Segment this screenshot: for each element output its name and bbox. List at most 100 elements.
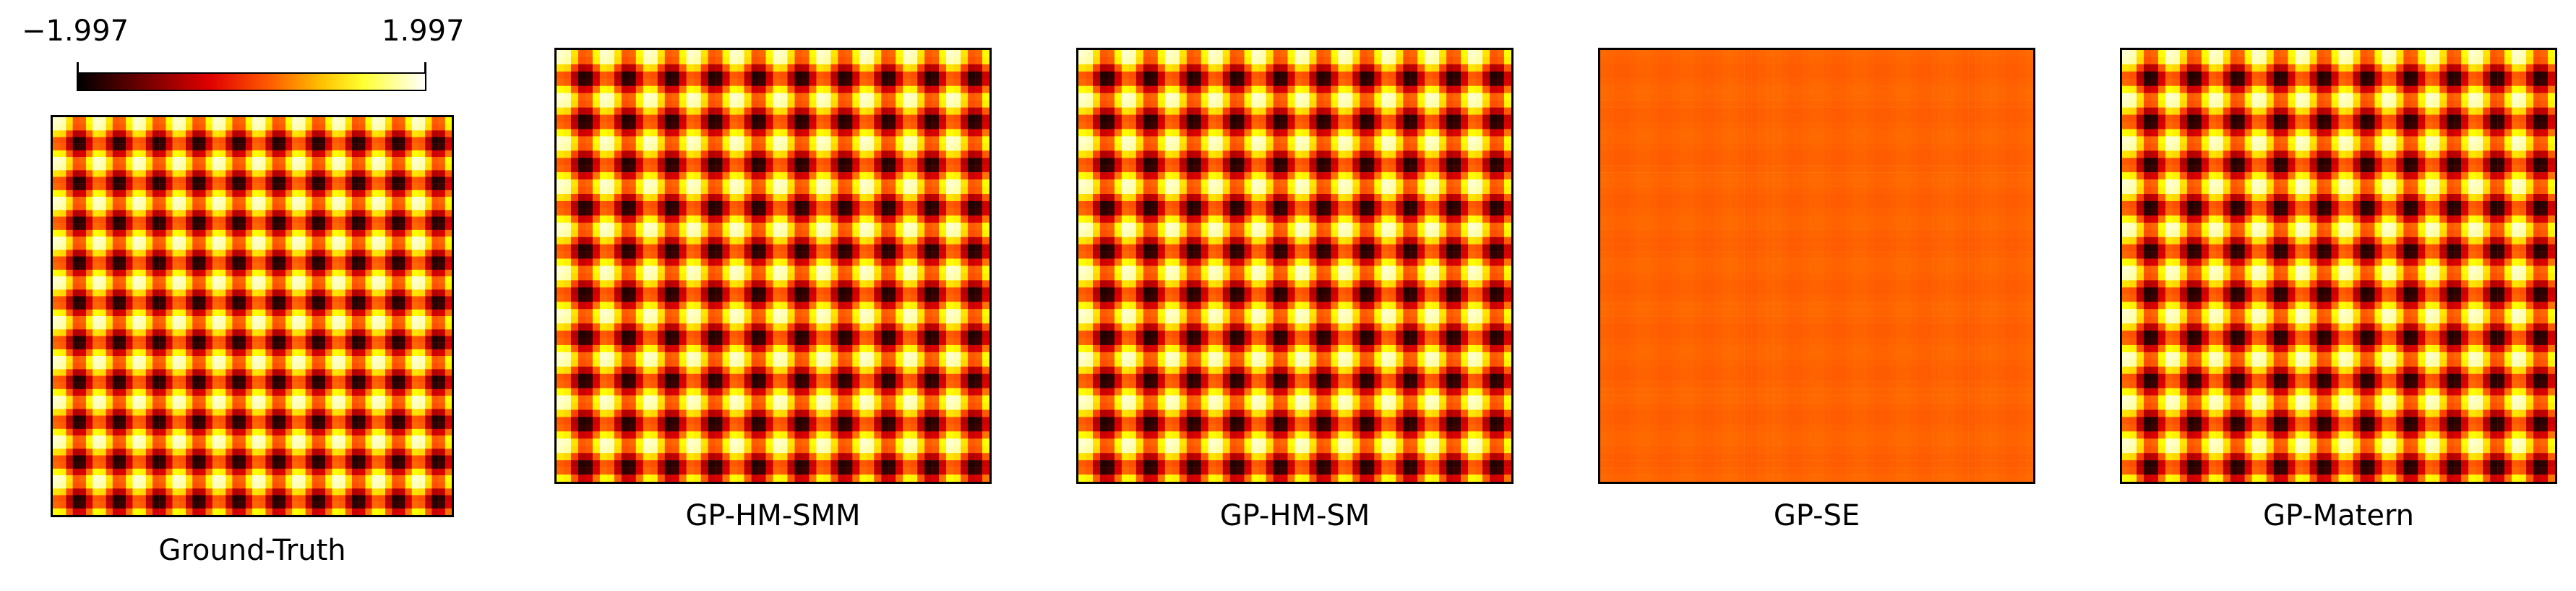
heatmap-cell xyxy=(278,388,286,396)
heatmap-cell xyxy=(278,455,286,462)
heatmap-cell xyxy=(99,203,106,211)
heatmap-cell xyxy=(119,388,126,396)
heatmap-cell xyxy=(312,402,319,409)
heatmap-cell xyxy=(53,197,60,204)
heatmap-cell xyxy=(212,409,220,416)
heatmap-cell xyxy=(345,130,353,137)
heatmap-cell xyxy=(378,402,386,409)
heatmap-cell xyxy=(671,129,679,137)
heatmap-cell xyxy=(802,71,810,79)
heatmap-cell xyxy=(199,170,206,177)
heatmap-cell xyxy=(352,402,359,409)
heatmap-cell xyxy=(72,223,80,231)
heatmap-cell xyxy=(199,157,206,164)
heatmap-cell xyxy=(411,296,419,303)
heatmap-cell xyxy=(445,323,452,330)
heatmap-cell xyxy=(212,402,220,409)
heatmap-cell xyxy=(643,114,651,122)
heatmap-cell xyxy=(432,302,439,310)
heatmap-cell xyxy=(425,237,432,244)
heatmap-cell xyxy=(398,501,405,509)
heatmap-cell xyxy=(432,501,439,509)
heatmap-cell xyxy=(292,163,299,171)
heatmap-cell xyxy=(99,197,106,204)
heatmap-cell xyxy=(205,448,212,456)
heatmap-cell xyxy=(278,448,286,456)
heatmap-cell xyxy=(319,409,326,416)
heatmap-cell xyxy=(145,409,153,416)
heatmap-cell xyxy=(265,263,272,271)
heatmap-cell xyxy=(874,129,882,137)
heatmap-cell xyxy=(72,495,80,502)
heatmap-cell xyxy=(112,197,120,204)
heatmap-cell xyxy=(635,187,643,195)
heatmap-cell xyxy=(106,382,113,390)
heatmap-cell xyxy=(432,488,439,496)
heatmap-cell xyxy=(192,210,199,217)
heatmap-cell xyxy=(166,150,173,158)
heatmap-cell xyxy=(186,409,193,416)
heatmap-cell xyxy=(179,375,186,383)
heatmap-cell xyxy=(179,448,186,456)
heatmap-cell xyxy=(226,402,233,409)
heatmap-cell xyxy=(172,396,179,403)
heatmap-cell xyxy=(312,296,319,303)
heatmap-cell xyxy=(365,137,372,144)
heatmap-cell xyxy=(650,208,658,216)
heatmap-cell xyxy=(845,50,853,58)
heatmap-cell xyxy=(325,375,332,383)
heatmap-cell xyxy=(385,415,392,422)
heatmap-cell xyxy=(199,223,206,231)
heatmap-cell xyxy=(86,243,93,250)
heatmap-cell xyxy=(285,163,293,171)
heatmap-cell xyxy=(700,143,708,151)
heatmap-cell xyxy=(411,468,419,476)
heatmap-cell xyxy=(278,396,286,403)
heatmap-cell xyxy=(232,250,239,257)
heatmap-cell xyxy=(365,475,372,482)
heatmap-cell xyxy=(132,455,139,462)
heatmap-cell xyxy=(614,187,622,195)
heatmap-cell xyxy=(299,342,306,350)
heatmap-cell xyxy=(780,107,788,115)
heatmap-cell xyxy=(432,216,439,224)
heatmap-cell xyxy=(398,316,405,323)
heatmap-cell xyxy=(319,223,326,231)
heatmap-cell xyxy=(145,508,153,515)
heatmap-cell xyxy=(172,150,179,158)
heatmap-cell xyxy=(961,136,969,144)
heatmap-cell xyxy=(932,172,940,180)
heatmap-cell xyxy=(338,283,345,290)
heatmap-cell xyxy=(816,56,824,65)
heatmap-cell xyxy=(599,114,608,122)
heatmap-cell xyxy=(787,208,795,216)
heatmap-cell xyxy=(874,208,882,216)
heatmap-cell xyxy=(671,194,679,202)
heatmap-cell xyxy=(643,165,651,173)
heatmap-cell xyxy=(881,107,889,115)
heatmap-cell xyxy=(557,107,564,115)
heatmap-cell xyxy=(232,448,239,456)
heatmap-cell xyxy=(199,229,206,237)
heatmap-cell xyxy=(252,349,259,357)
heatmap-cell xyxy=(816,158,824,166)
heatmap-cell xyxy=(780,200,788,209)
heatmap-cell xyxy=(643,93,651,101)
heatmap-cell xyxy=(139,388,146,396)
heatmap-cell xyxy=(881,78,889,86)
heatmap-cell xyxy=(278,183,286,191)
heatmap-cell xyxy=(292,283,299,290)
heatmap-cell xyxy=(744,208,752,216)
heatmap-cell xyxy=(93,263,100,271)
heatmap-cell xyxy=(312,229,319,237)
heatmap-cell xyxy=(708,194,716,202)
heatmap-cell xyxy=(305,289,312,297)
heatmap-cell xyxy=(968,50,976,58)
heatmap-cell xyxy=(643,200,651,209)
heatmap-cell xyxy=(932,56,940,65)
heatmap-cell xyxy=(425,435,432,443)
heatmap-cell xyxy=(418,250,426,257)
heatmap-cell xyxy=(398,256,405,263)
heatmap-cell xyxy=(975,100,983,108)
heatmap-cell xyxy=(411,508,419,515)
